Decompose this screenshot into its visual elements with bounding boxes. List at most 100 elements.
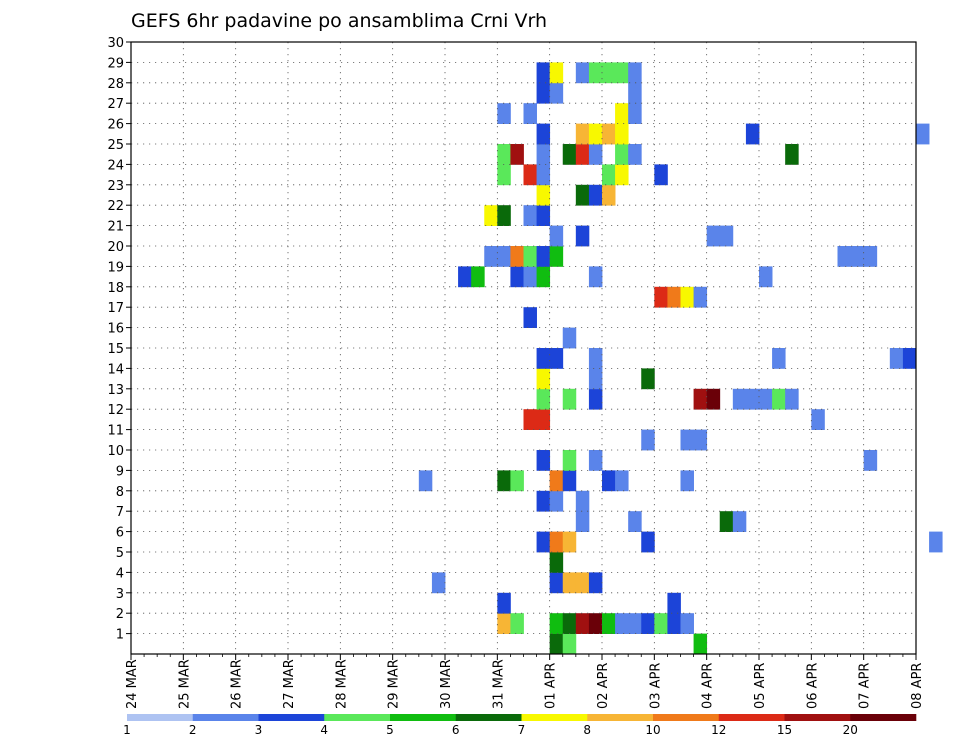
y-tick-label: 20 bbox=[107, 240, 124, 255]
heatmap-cell bbox=[641, 531, 655, 553]
y-tick-label: 24 bbox=[107, 158, 124, 173]
x-tick-label: 25 MAR bbox=[177, 659, 192, 709]
x-tick-label: 08 APR bbox=[910, 663, 925, 709]
heatmap-cell bbox=[523, 246, 537, 267]
heatmap-cell bbox=[680, 470, 694, 492]
y-tick-label: 27 bbox=[107, 97, 124, 112]
heatmap-cell bbox=[628, 62, 642, 84]
heatmap-cell bbox=[575, 490, 590, 512]
x-tick-label: 31 MAR bbox=[491, 659, 506, 709]
heatmap-cell bbox=[536, 490, 551, 512]
heatmap-cell bbox=[680, 286, 694, 308]
colorbar-label: 15 bbox=[777, 723, 792, 737]
colorbar-label: 4 bbox=[320, 723, 328, 737]
heatmap-cell bbox=[837, 246, 851, 267]
heatmap-cell bbox=[863, 450, 878, 471]
colorbar-swatch bbox=[718, 714, 785, 721]
heatmap-cell bbox=[667, 613, 681, 634]
y-tick-label: 26 bbox=[107, 118, 124, 133]
heatmap-cell bbox=[615, 123, 629, 145]
y-tick-label: 19 bbox=[107, 260, 124, 275]
heatmap-cell bbox=[484, 246, 498, 267]
x-tick-label: 26 MAR bbox=[230, 659, 245, 709]
heatmap-cell bbox=[523, 266, 537, 288]
heatmap-cell bbox=[785, 144, 799, 165]
y-tick-label: 10 bbox=[107, 444, 124, 459]
heatmap-cell bbox=[602, 184, 616, 206]
y-tick-label: 6 bbox=[116, 526, 124, 541]
grid-lines bbox=[131, 41, 916, 654]
heatmap-cell bbox=[628, 144, 642, 165]
heatmap-cell bbox=[549, 633, 564, 655]
heatmap-cell bbox=[602, 470, 616, 492]
heatmap-cell bbox=[654, 613, 668, 634]
y-tick-label: 14 bbox=[107, 362, 124, 377]
x-tick-label: 05 APR bbox=[753, 663, 768, 709]
heatmap-cell bbox=[745, 388, 760, 410]
heatmap-cell bbox=[575, 144, 590, 165]
heatmap-cell bbox=[588, 123, 603, 145]
y-tick-label: 13 bbox=[107, 383, 124, 398]
heatmap-cell bbox=[549, 572, 564, 594]
y-tick-label: 30 bbox=[107, 36, 124, 51]
heatmap-cell bbox=[588, 388, 603, 410]
y-tick-label: 15 bbox=[107, 342, 124, 357]
heatmap-cell bbox=[654, 286, 668, 308]
heatmap-cell bbox=[575, 184, 590, 206]
heatmap-cell bbox=[628, 511, 642, 532]
heatmap-cell bbox=[523, 409, 537, 430]
heatmap-cell bbox=[575, 62, 590, 84]
heatmap-cell bbox=[575, 225, 590, 247]
colorbar-swatch bbox=[587, 714, 654, 721]
heatmap-cell bbox=[693, 388, 708, 410]
heatmap-cell bbox=[510, 266, 524, 288]
heatmap-cell bbox=[484, 205, 498, 226]
heatmap-cell bbox=[615, 103, 629, 124]
heatmap-cell bbox=[575, 123, 590, 145]
heatmap-cell bbox=[902, 348, 917, 369]
heatmap-cell bbox=[615, 164, 629, 186]
heatmap-cell bbox=[588, 348, 603, 369]
colorbar-swatch bbox=[850, 714, 917, 721]
heatmap-cell bbox=[497, 205, 511, 226]
y-tick-label: 4 bbox=[116, 566, 124, 581]
heatmap-cell bbox=[497, 613, 511, 634]
heatmap-cell bbox=[562, 327, 577, 349]
heatmap-cell bbox=[588, 613, 603, 634]
heatmap-cell bbox=[628, 103, 642, 124]
heatmap-cell bbox=[628, 82, 642, 104]
x-tick-label: 04 APR bbox=[701, 663, 716, 709]
heatmap-cell bbox=[732, 511, 747, 532]
heatmap-cell bbox=[693, 429, 708, 451]
heatmap-cell bbox=[549, 62, 564, 84]
heatmap-cell bbox=[772, 388, 786, 410]
heatmap-cell bbox=[510, 470, 524, 492]
heatmap-cell bbox=[536, 82, 551, 104]
x-tick-label: 24 MAR bbox=[125, 659, 140, 709]
colorbar-swatch bbox=[192, 714, 259, 721]
plot-frame bbox=[130, 41, 917, 655]
heatmap-cell bbox=[602, 123, 616, 145]
colorbar-label: 2 bbox=[189, 723, 197, 737]
heatmap-cell bbox=[549, 348, 564, 369]
heatmap-cell bbox=[418, 470, 433, 492]
heatmap-cell bbox=[562, 531, 577, 553]
y-tick-label: 22 bbox=[107, 199, 124, 214]
heatmap-cell bbox=[602, 613, 616, 634]
heatmap-cell bbox=[719, 511, 734, 532]
heatmap-cell bbox=[615, 144, 629, 165]
y-tick-label: 23 bbox=[107, 179, 124, 194]
heatmap-cell bbox=[431, 572, 446, 594]
x-tick-label: 29 MAR bbox=[387, 659, 402, 709]
colorbar-label: 6 bbox=[452, 723, 460, 737]
heatmap-cell bbox=[497, 470, 511, 492]
colorbar-label: 5 bbox=[386, 723, 394, 737]
heatmap-cell bbox=[536, 144, 551, 165]
heatmap-cell bbox=[549, 470, 564, 492]
heatmap-cell bbox=[497, 592, 511, 614]
heatmap-cells bbox=[418, 62, 943, 655]
heatmap-cell bbox=[536, 205, 551, 226]
heatmap-cell bbox=[850, 246, 865, 267]
x-tick-label: 30 MAR bbox=[439, 659, 454, 709]
colorbar-label: 1 bbox=[123, 723, 131, 737]
